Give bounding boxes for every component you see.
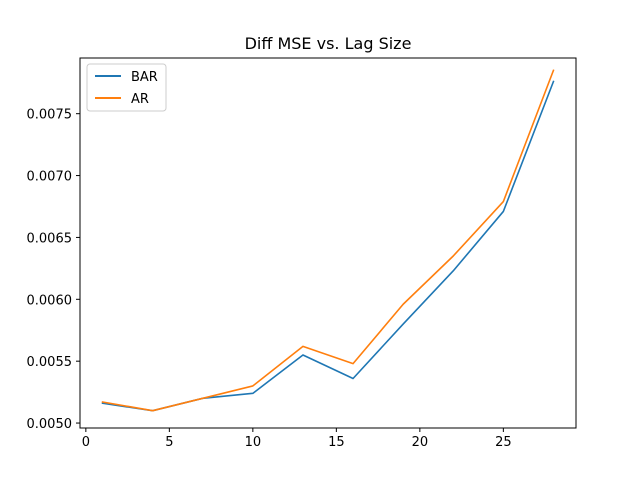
- x-axis-ticks: 0 5 10 15 20 25: [82, 428, 512, 450]
- series-line-ar: [101, 69, 555, 412]
- y-axis-ticks: 0.0050 0.0055 0.0060 0.0065 0.0070 0.0075: [27, 108, 80, 432]
- x-tick-label: 25: [495, 435, 512, 450]
- x-tick-label: 5: [165, 435, 173, 450]
- chart-title: Diff MSE vs. Lag Size: [245, 34, 412, 53]
- x-tick-label: 20: [412, 435, 429, 450]
- y-tick-label: 0.0050: [27, 417, 73, 432]
- y-tick-label: 0.0070: [27, 170, 73, 185]
- y-tick-label: 0.0065: [27, 231, 73, 246]
- y-tick-label: 0.0060: [27, 293, 73, 308]
- series-lines: [101, 69, 555, 412]
- x-tick-label: 15: [328, 435, 345, 450]
- x-tick-label: 0: [82, 435, 90, 450]
- y-tick-label: 0.0055: [27, 355, 73, 370]
- y-tick-label: 0.0075: [27, 108, 73, 123]
- legend-label-ar: AR: [131, 92, 149, 107]
- legend-label-bar: BAR: [131, 70, 158, 85]
- x-tick-label: 10: [245, 435, 262, 450]
- plot-area-frame: [79, 57, 577, 429]
- legend: BAR AR: [86, 63, 167, 112]
